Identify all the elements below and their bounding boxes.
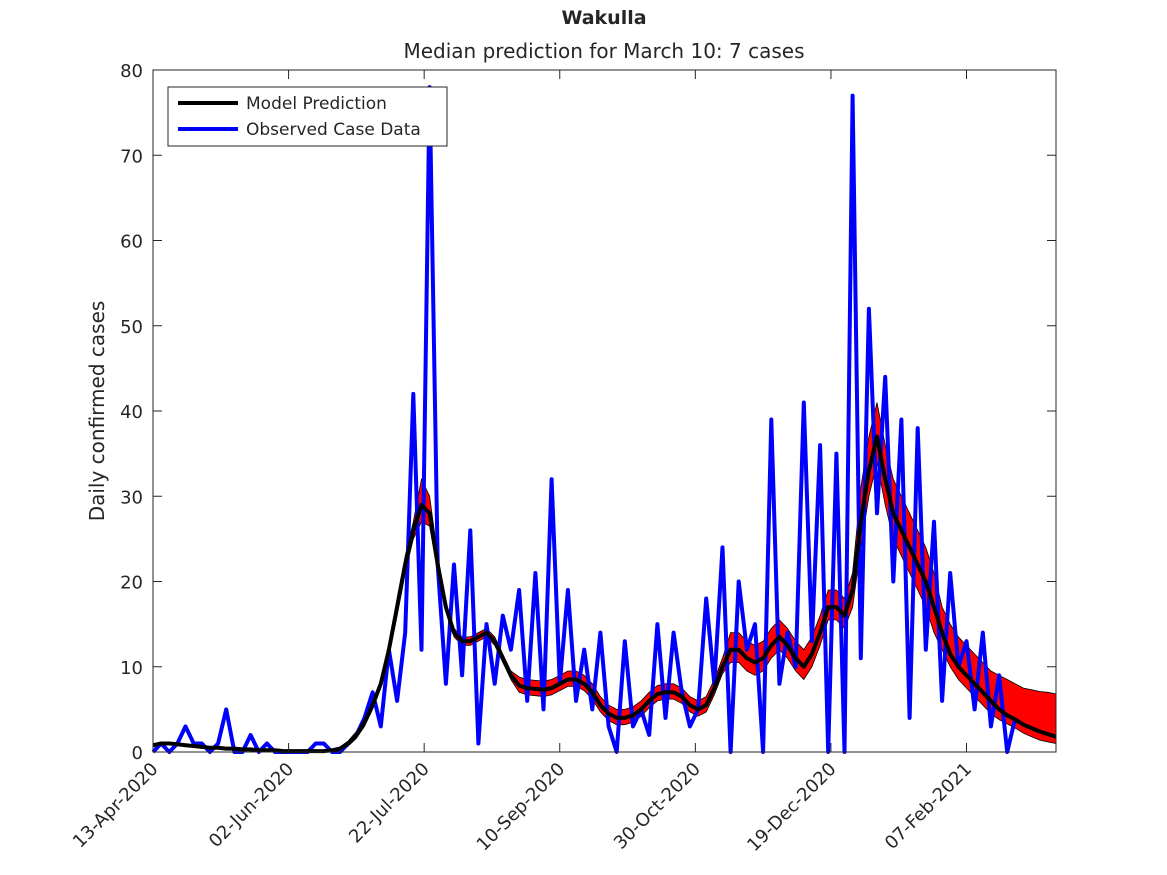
y-axis-label: Daily confirmed cases xyxy=(85,301,109,522)
x-tick-label: 19-Dec-2020 xyxy=(743,759,840,856)
y-tick-label: 60 xyxy=(120,232,143,253)
x-tick-label: 10-Sep-2020 xyxy=(473,759,570,856)
y-tick-label: 50 xyxy=(120,317,143,338)
legend-box xyxy=(167,86,448,147)
x-tick-label: 30-Oct-2020 xyxy=(610,759,705,854)
y-tick-label: 80 xyxy=(120,61,143,82)
x-tick-label: 13-Apr-2020 xyxy=(69,759,163,853)
y-tick-label: 0 xyxy=(132,743,143,764)
y-tick-label: 70 xyxy=(120,146,143,167)
plot-area xyxy=(153,70,1056,752)
y-tick-label: 10 xyxy=(120,658,143,679)
y-tick-label: 40 xyxy=(120,402,143,423)
series-line xyxy=(152,434,1057,754)
legend-label: Observed Case Data xyxy=(246,120,421,140)
x-tick-label: 07-Feb-2021 xyxy=(881,759,976,854)
chart-title: Wakulla xyxy=(561,7,646,29)
x-tick-label: 02-Jun-2020 xyxy=(205,759,298,852)
legend-label: Model Prediction xyxy=(246,94,387,114)
x-tick-label: 22-Jul-2020 xyxy=(345,759,434,848)
chart-subtitle: Median prediction for March 10: 7 cases xyxy=(403,39,804,63)
y-tick-label: 30 xyxy=(120,487,143,508)
y-tick-label: 20 xyxy=(120,573,143,594)
